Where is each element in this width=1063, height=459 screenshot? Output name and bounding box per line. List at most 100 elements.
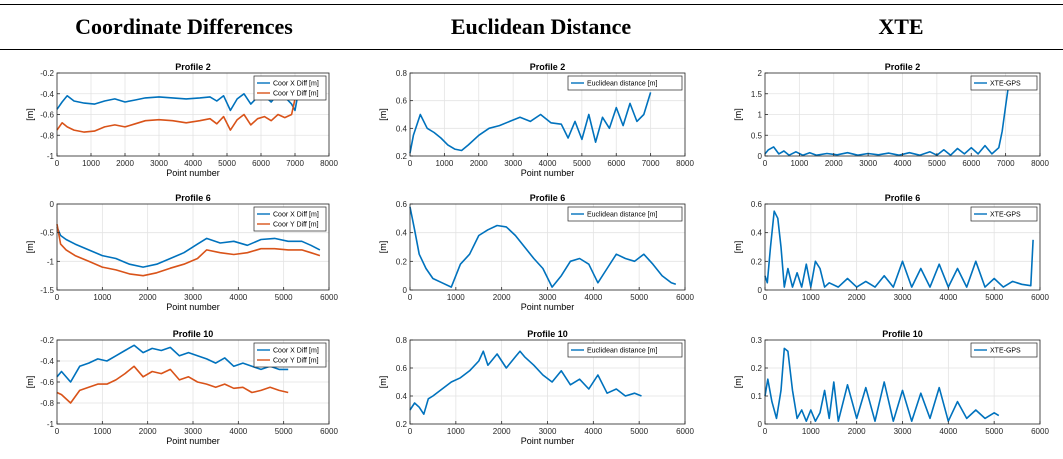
x-tick-label: 3000 <box>894 293 912 302</box>
legend: Euclidean distance [m] <box>567 342 683 358</box>
series-line <box>764 81 1010 156</box>
legend-box <box>970 75 1038 91</box>
y-tick-label: -1 <box>47 420 55 429</box>
y-tick-label: 0 <box>758 420 763 429</box>
x-tick-label: 6000 <box>320 293 338 302</box>
x-tick-label: 1000 <box>93 293 111 302</box>
legend-label: XTE-GPS <box>990 212 1021 219</box>
legend-box <box>253 206 327 232</box>
x-tick-label: 4000 <box>894 159 912 168</box>
x-tick-label: 5000 <box>630 293 648 302</box>
x-tick-label: 6000 <box>1031 293 1049 302</box>
series-line <box>56 365 289 404</box>
y-tick-label: -0.8 <box>40 399 54 408</box>
x-tick-label: 5000 <box>275 293 293 302</box>
x-tick-label: 2000 <box>493 427 511 436</box>
legend-label: Coor X Diff [m] <box>273 348 319 355</box>
legend: Coor X Diff [m] Coor Y Diff [m] <box>253 206 327 232</box>
legend-box <box>567 206 683 222</box>
series-line <box>56 79 300 133</box>
y-tick-label: 0.2 <box>396 257 408 266</box>
legend-box <box>253 75 327 101</box>
legend-label: Coor Y Diff [m] <box>273 222 319 229</box>
legend-label: Coor X Diff [m] <box>273 81 319 88</box>
legend-box <box>970 206 1038 222</box>
series-line <box>409 350 642 416</box>
x-tick-label: 1000 <box>435 159 453 168</box>
x-tick-label: 0 <box>763 293 768 302</box>
subplot: 0 1000 2000 3000 4000 5000 6000 0.2 0.4 0.6 0.8 Pro… <box>378 329 694 446</box>
x-tick-label: 2000 <box>139 293 157 302</box>
legend-label: Euclidean distance [m] <box>587 348 657 355</box>
header-bottom-rule <box>0 49 1063 50</box>
x-tick-label: 4000 <box>584 293 602 302</box>
x-tick-label: 2000 <box>825 159 843 168</box>
legend-box <box>567 75 683 91</box>
legend-box <box>970 342 1038 358</box>
x-tick-label: 5000 <box>985 427 1003 436</box>
y-tick-label: 0.6 <box>751 200 763 209</box>
subplot: 0 1000 2000 3000 4000 5000 6000 7000 8000 0 0.5 1 1.… <box>733 62 1049 168</box>
x-tick-label: 7000 <box>997 159 1015 168</box>
y-tick-label: -1 <box>47 152 55 161</box>
y-axis-label: [m] <box>25 241 35 254</box>
x-tick-label: 6000 <box>676 427 694 436</box>
figure-header: Coordinate Differences Euclidean Distanc… <box>0 0 1063 50</box>
x-tick-label: 4000 <box>229 293 247 302</box>
y-tick-label: -0.5 <box>40 229 54 238</box>
series-line <box>409 206 677 288</box>
y-axis-label: [m] <box>378 108 388 121</box>
x-tick-label: 6000 <box>607 159 625 168</box>
subplot-title: Profile 2 <box>530 62 566 72</box>
subplot: 0 1000 2000 3000 4000 5000 6000 0 0.1 0.2 0.3 Profi… <box>733 329 1049 436</box>
x-tick-label: 6000 <box>252 159 270 168</box>
x-tick-label: 1000 <box>93 427 111 436</box>
x-tick-label: 1000 <box>82 159 100 168</box>
subplot-title: Profile 6 <box>885 193 921 203</box>
series-line <box>56 223 321 277</box>
subplot-title: Profile 10 <box>173 329 214 339</box>
y-tick-label: -0.4 <box>40 90 54 99</box>
subplot: 0 1000 2000 3000 4000 5000 6000 -1.5 -1 -0.5 0 Prof… <box>25 193 338 312</box>
legend: Euclidean distance [m] <box>567 206 683 222</box>
y-tick-label: -0.2 <box>40 336 54 345</box>
y-tick-label: 2 <box>758 69 763 78</box>
legend: Coor X Diff [m] Coor Y Diff [m] <box>253 342 327 368</box>
x-tick-label: 2000 <box>493 293 511 302</box>
x-axis-label: Point number <box>521 168 575 178</box>
x-tick-label: 8000 <box>1031 159 1049 168</box>
y-tick-label: 0 <box>403 286 408 295</box>
x-tick-label: 0 <box>763 159 768 168</box>
x-tick-label: 5000 <box>985 293 1003 302</box>
subplot-title: Profile 2 <box>175 62 211 72</box>
x-tick-label: 6000 <box>320 427 338 436</box>
subplot: 0 1000 2000 3000 4000 5000 6000 0 0.2 0.4 0.6 Profi… <box>733 193 1049 302</box>
x-tick-label: 3000 <box>894 427 912 436</box>
legend: XTE-GPS <box>970 342 1038 358</box>
x-tick-label: 3000 <box>539 427 557 436</box>
y-tick-label: 0.2 <box>396 152 408 161</box>
x-tick-label: 3000 <box>539 293 557 302</box>
x-tick-label: 0 <box>408 159 413 168</box>
legend: Coor X Diff [m] Coor Y Diff [m] <box>253 75 327 101</box>
series-line <box>56 344 289 383</box>
x-tick-label: 3000 <box>150 159 168 168</box>
legend: XTE-GPS <box>970 206 1038 222</box>
subplot: 0 1000 2000 3000 4000 5000 6000 -1 -0.8 -0.6 -0.4 -… <box>25 329 338 446</box>
legend-box <box>253 342 327 368</box>
x-tick-label: 4000 <box>539 159 557 168</box>
y-tick-label: -1.5 <box>40 286 54 295</box>
y-tick-label: 0.4 <box>396 229 408 238</box>
x-tick-label: 8000 <box>320 159 338 168</box>
y-axis-label: [m] <box>733 376 743 389</box>
x-tick-label: 0 <box>763 427 768 436</box>
y-tick-label: -1 <box>47 257 55 266</box>
x-tick-label: 3000 <box>184 293 202 302</box>
x-tick-label: 6000 <box>676 293 694 302</box>
legend-label: Euclidean distance [m] <box>587 81 657 88</box>
legend-label: XTE-GPS <box>990 348 1021 355</box>
x-tick-label: 1000 <box>802 427 820 436</box>
x-tick-label: 4000 <box>184 159 202 168</box>
y-tick-label: -0.4 <box>40 357 54 366</box>
y-tick-label: 0.6 <box>396 200 408 209</box>
